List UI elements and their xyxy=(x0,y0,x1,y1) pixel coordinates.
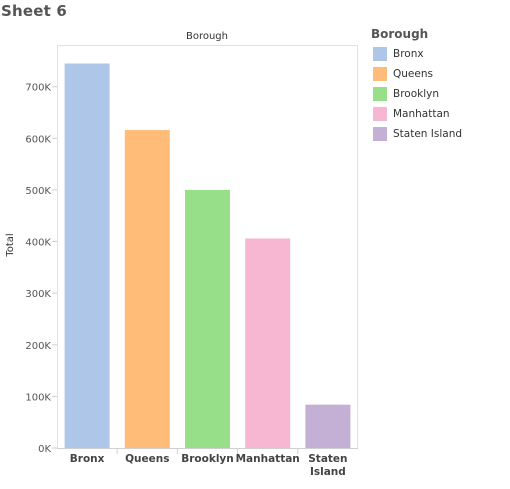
legend-swatch xyxy=(373,67,387,81)
y-ticks: 0K 100K 200K 300K 400K 500K 600K 700K xyxy=(25,83,57,455)
bar-manhattan[interactable] xyxy=(245,238,291,448)
legend-title: Borough xyxy=(371,27,429,41)
sheet-title: Sheet 6 xyxy=(1,2,68,20)
legend-item-bronx[interactable]: Bronx xyxy=(371,44,462,64)
legend-label: Queens xyxy=(393,68,433,80)
y-tick-label: 500K xyxy=(25,186,51,197)
x-tick-labels: Bronx Queens Brooklyn Manhattan Staten Island xyxy=(70,448,348,478)
x-tick-label: Staten Island xyxy=(308,453,347,478)
legend-swatch xyxy=(373,47,387,61)
legend-item-staten-island[interactable]: Staten Island xyxy=(371,124,462,144)
bar-chart: Borough Total 0K 100K 200K 300K 400K 500K 600K… xyxy=(5,31,358,478)
legend-swatch xyxy=(373,87,387,101)
x-tick-label: Queens xyxy=(125,453,169,465)
bar-staten-island[interactable] xyxy=(305,404,351,448)
x-tick-label: Bronx xyxy=(70,453,105,465)
legend-item-queens[interactable]: Queens xyxy=(371,64,462,84)
x-tick-label: Manhattan xyxy=(236,453,300,465)
legend-swatch xyxy=(373,127,387,141)
column-header: Borough xyxy=(186,31,228,42)
legend: Borough Bronx Queens Brooklyn Manhattan Stat… xyxy=(371,27,462,144)
y-tick-label: 400K xyxy=(25,238,51,249)
legend-item-brooklyn[interactable]: Brooklyn xyxy=(371,84,462,104)
y-tick-label: 300K xyxy=(25,289,51,300)
y-tick-label: 200K xyxy=(25,341,51,352)
y-axis-label: Total xyxy=(5,233,16,257)
legend-swatch xyxy=(373,107,387,121)
x-tick-label: Brooklyn xyxy=(181,453,234,465)
legend-item-manhattan[interactable]: Manhattan xyxy=(371,104,462,124)
legend-label: Brooklyn xyxy=(393,88,440,100)
legend-label: Staten Island xyxy=(393,128,463,140)
y-tick-label: 100K xyxy=(25,392,51,403)
bar-bronx[interactable] xyxy=(64,63,110,449)
bars xyxy=(64,63,351,449)
y-tick-label: 0K xyxy=(38,444,51,455)
bar-queens[interactable] xyxy=(124,130,170,448)
y-tick-label: 700K xyxy=(25,83,51,94)
bar-brooklyn[interactable] xyxy=(185,189,230,449)
y-tick-label: 600K xyxy=(25,134,51,145)
legend-label: Manhattan xyxy=(393,108,450,120)
legend-items: Bronx Queens Brooklyn Manhattan Staten Islan… xyxy=(371,44,462,144)
legend-label: Bronx xyxy=(393,48,424,60)
